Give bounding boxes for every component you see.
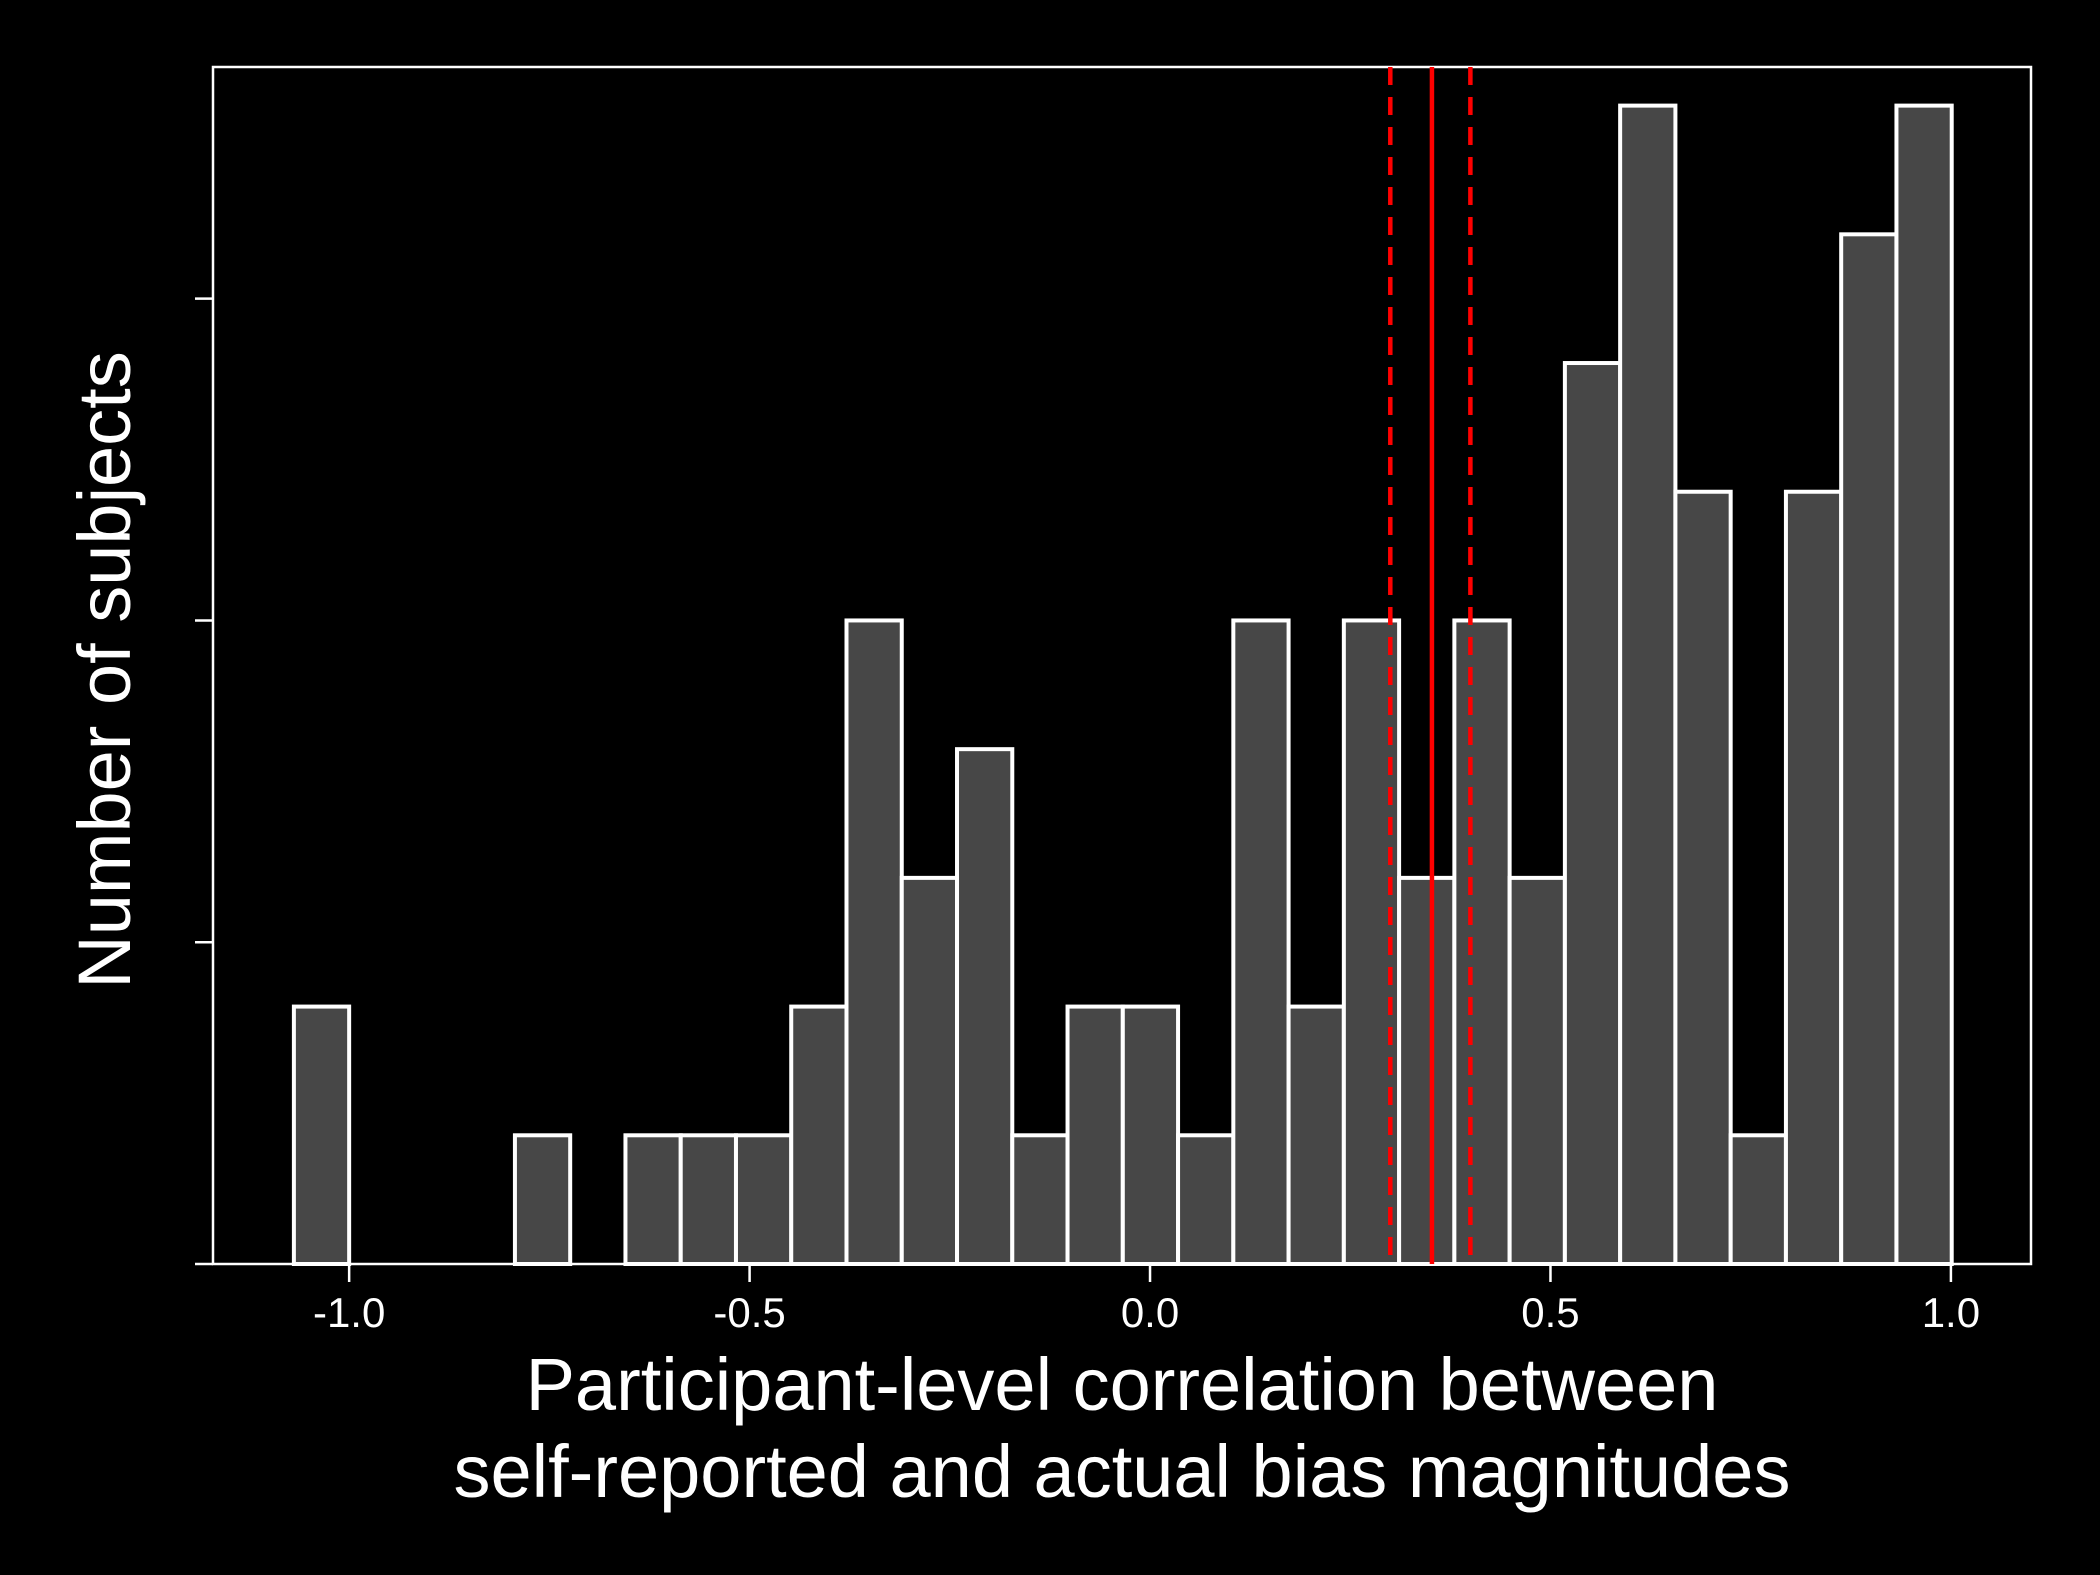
histogram-bar-15 [1120, 1004, 1181, 1266]
histogram-bar-28 [1839, 232, 1899, 1266]
histogram-bar-16 [1176, 1133, 1236, 1266]
histogram-bar-29 [1894, 103, 1954, 1266]
histogram-bar-0 [291, 1004, 352, 1266]
histogram-bar-14 [1065, 1004, 1125, 1266]
histogram-bar-8 [733, 1133, 794, 1266]
x-axis-title-line-1: Participant-level correlation between [526, 1343, 1719, 1426]
x-axis-title-line-2: self-reported and actual bias magnitudes [454, 1430, 1791, 1513]
x-tick-label-4: 1.0 [1922, 1289, 1980, 1336]
histogram-bar-22 [1507, 875, 1567, 1266]
histogram-bar-7 [678, 1133, 738, 1266]
histogram-bar-4 [512, 1133, 573, 1266]
histogram-bar-18 [1286, 1004, 1346, 1266]
histogram-bar-21 [1452, 618, 1512, 1266]
histogram-bar-26 [1728, 1133, 1788, 1266]
histogram-bar-9 [789, 1004, 849, 1266]
histogram-bar-10 [844, 618, 904, 1266]
y-axis-title: Number of subjects [63, 351, 146, 989]
histogram-bar-12 [955, 747, 1015, 1266]
x-tick-label-0: -1.0 [313, 1289, 385, 1336]
histogram-bar-23 [1562, 361, 1623, 1266]
histogram-bar-13 [1010, 1133, 1070, 1266]
histogram-bar-17 [1231, 618, 1291, 1266]
histogram-bar-20 [1397, 875, 1457, 1266]
histogram-bar-25 [1673, 489, 1733, 1266]
y-axis-ticks [195, 297, 213, 1266]
histogram-bar-11 [899, 875, 960, 1266]
x-tick-labels: -1.0 -0.5 0.0 0.5 1.0 [313, 1289, 1980, 1336]
x-tick-label-3: 0.5 [1521, 1289, 1579, 1336]
histogram-bar-27 [1783, 489, 1844, 1266]
histogram-bar-24 [1618, 103, 1678, 1266]
histogram-bars [291, 103, 1954, 1266]
histogram-bar-6 [623, 1133, 683, 1266]
x-axis-ticks [347, 1264, 1953, 1282]
x-tick-label-1: -0.5 [713, 1289, 785, 1336]
reference-lines [1388, 67, 1473, 1264]
x-tick-label-2: 0.0 [1121, 1289, 1179, 1336]
